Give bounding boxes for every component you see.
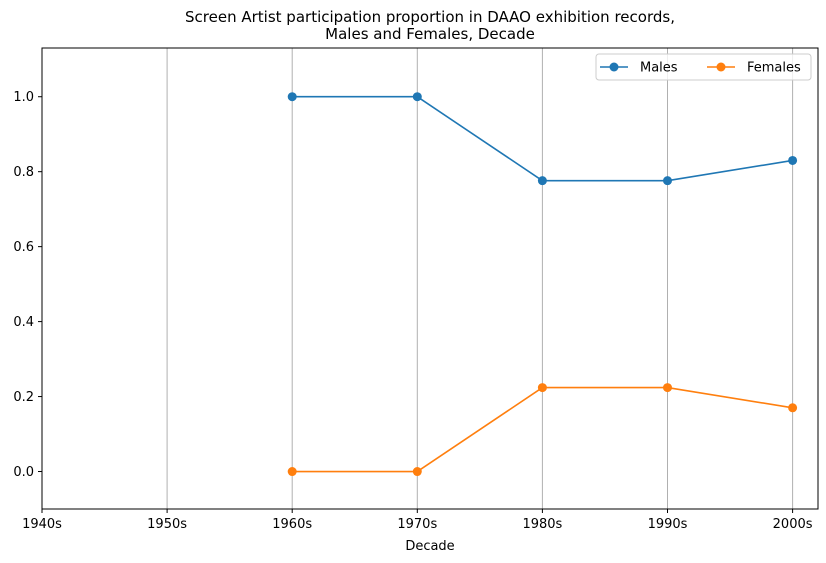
legend-item-females: Females [707, 61, 801, 76]
x-tick-label: 1990s [648, 517, 688, 532]
grid-lines [166, 48, 794, 509]
series-males [287, 92, 798, 186]
x-tick-label: 1960s [272, 517, 312, 532]
y-tick-label: 0.6 [13, 240, 34, 255]
x-tick-label: 1940s [22, 517, 62, 532]
data-point [663, 176, 672, 186]
data-point [788, 155, 798, 165]
y-tick-label: 0.8 [13, 165, 34, 180]
plot-frame [41, 47, 819, 510]
series-layer [287, 92, 798, 477]
legend-label: Females [747, 61, 801, 76]
y-tick-label: 0.4 [13, 315, 34, 330]
data-point [537, 176, 547, 186]
series-females [287, 383, 798, 477]
x-axis-label: Decade [405, 539, 454, 554]
y-tick-label: 0.0 [13, 465, 34, 480]
data-point [287, 92, 297, 102]
data-point [412, 467, 422, 477]
chart-subtitle: Males and Females, Decade [325, 25, 535, 43]
x-tick-label: 1950s [147, 517, 187, 532]
data-point [788, 403, 798, 413]
x-tick-label: 2000s [773, 517, 813, 532]
tick-layer: 1940s 1950s 1960s 1970s 1980s 1990s 2000s 0.0 0.… [13, 90, 812, 532]
legend-marker [609, 62, 619, 72]
legend-box [595, 53, 812, 81]
legend-marker [716, 62, 726, 72]
legend-label: Males [640, 61, 678, 76]
data-point [287, 467, 297, 477]
legend: Males Females [595, 53, 812, 81]
data-point [412, 92, 422, 102]
x-tick-label: 1980s [522, 517, 562, 532]
chart-title: Screen Artist participation proportion i… [185, 8, 675, 26]
data-point [663, 383, 672, 393]
x-tick-label: 1970s [397, 517, 437, 532]
y-tick-label: 0.2 [13, 390, 34, 405]
y-tick-label: 1.0 [13, 90, 34, 105]
data-point [537, 383, 547, 393]
legend-item-males: Males [600, 61, 678, 76]
